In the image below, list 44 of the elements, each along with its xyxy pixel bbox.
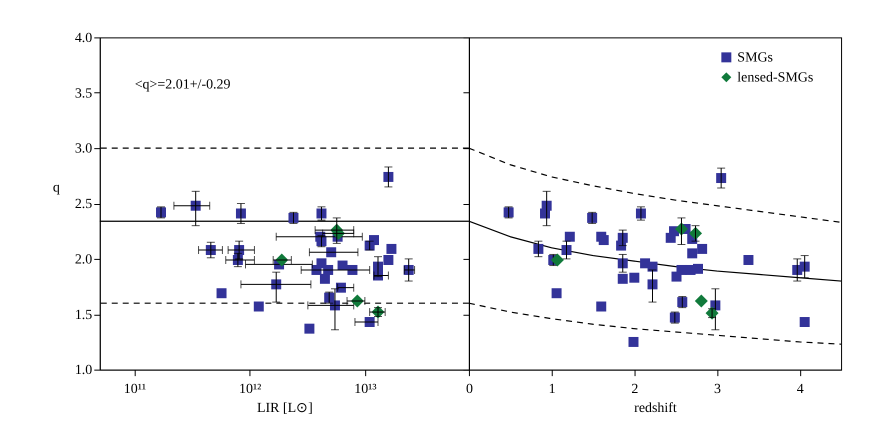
point bbox=[628, 336, 638, 347]
y-tick-label: 1.0 bbox=[74, 363, 92, 378]
point bbox=[648, 262, 658, 272]
legend-label: SMGs bbox=[737, 50, 773, 66]
point bbox=[550, 253, 564, 266]
point bbox=[552, 288, 562, 298]
point bbox=[596, 302, 606, 312]
x-tick-label: 1 bbox=[548, 382, 556, 398]
point bbox=[693, 264, 703, 274]
y-tick-label: 2.0 bbox=[74, 252, 92, 268]
point bbox=[800, 262, 810, 272]
x-tick-label: 4 bbox=[796, 382, 804, 398]
y-tick-label: 1.5 bbox=[74, 308, 92, 323]
point bbox=[598, 235, 609, 246]
point bbox=[648, 279, 658, 290]
legend-label: lensed-SMGs bbox=[737, 70, 814, 86]
annotation: <q>=2.01+/-0.29 bbox=[134, 77, 231, 92]
point bbox=[562, 245, 572, 256]
x-axis-title: LIR [L⊙] bbox=[256, 401, 313, 416]
y-axis-title: q bbox=[52, 180, 60, 196]
point bbox=[542, 200, 552, 211]
point bbox=[694, 294, 708, 308]
point bbox=[716, 173, 726, 184]
x-tick-label: 3 bbox=[714, 382, 722, 398]
point bbox=[564, 232, 575, 242]
y-tick-label: 4.0 bbox=[74, 30, 92, 46]
point bbox=[800, 317, 810, 328]
x-tick-label: 10¹¹ bbox=[124, 382, 146, 398]
x-tick-label: 0 bbox=[466, 382, 473, 398]
point bbox=[629, 272, 640, 283]
x-tick-label: 10¹³ bbox=[354, 382, 377, 398]
y-tick-label: 2.5 bbox=[74, 197, 92, 212]
x-tick-label: 10¹² bbox=[239, 382, 262, 398]
y-tick-label: 3.5 bbox=[74, 86, 92, 102]
y-tick-label: 3.0 bbox=[74, 142, 92, 157]
point bbox=[697, 244, 708, 254]
point bbox=[618, 274, 628, 284]
point bbox=[533, 244, 544, 254]
x-axis-title: redshift bbox=[634, 401, 677, 416]
point bbox=[636, 208, 646, 218]
point bbox=[676, 264, 686, 275]
point bbox=[687, 248, 698, 258]
x-tick-label: 2 bbox=[631, 382, 638, 398]
point bbox=[743, 255, 754, 265]
